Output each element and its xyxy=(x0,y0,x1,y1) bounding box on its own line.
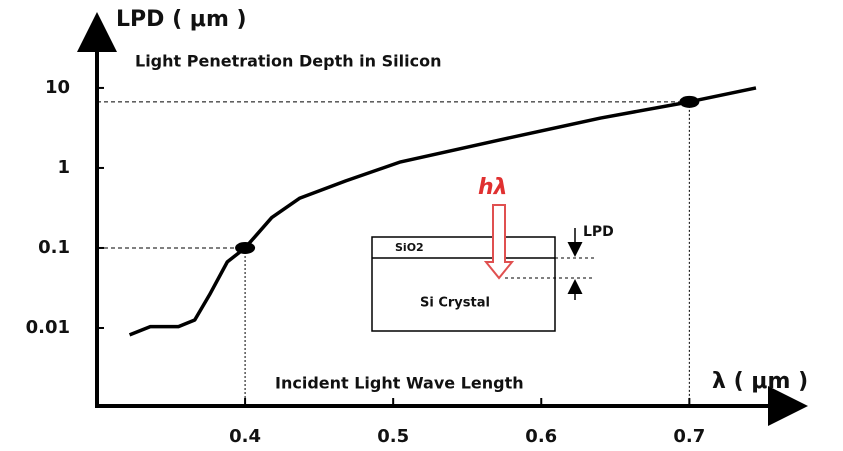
line xyxy=(128,86,757,337)
y-axis-label: LPD ( μm ) xyxy=(116,7,247,32)
x-tick-label: 0.4 xyxy=(229,426,261,447)
inset: SiO2 Si Crystal hλ LPD xyxy=(371,175,614,332)
x-tick-label: 0.5 xyxy=(377,426,409,447)
y-tick-label: 1 xyxy=(57,157,70,178)
annotation: Incident Light Wave Length xyxy=(275,374,524,393)
x-tick-label: 0.7 xyxy=(673,426,705,447)
substrate-label: Si Crystal xyxy=(420,296,490,311)
highlight-point xyxy=(679,95,700,108)
x-axis-label: λ ( μm ) xyxy=(712,369,808,394)
chart-title: Light Penetration Depth in Silicon xyxy=(135,52,441,71)
silicon-block xyxy=(371,236,556,332)
y-tick-label: 10 xyxy=(45,77,70,98)
highlight-point xyxy=(235,241,256,254)
x-tick-label: 0.6 xyxy=(525,426,557,447)
y-tick-label: 0.01 xyxy=(26,317,70,338)
depth-label: LPD xyxy=(583,224,614,240)
oxide-label: SiO2 xyxy=(395,241,424,254)
y-tick-label: 0.1 xyxy=(38,237,70,258)
photon-label: hλ xyxy=(478,175,508,200)
light-arrow xyxy=(483,204,515,280)
